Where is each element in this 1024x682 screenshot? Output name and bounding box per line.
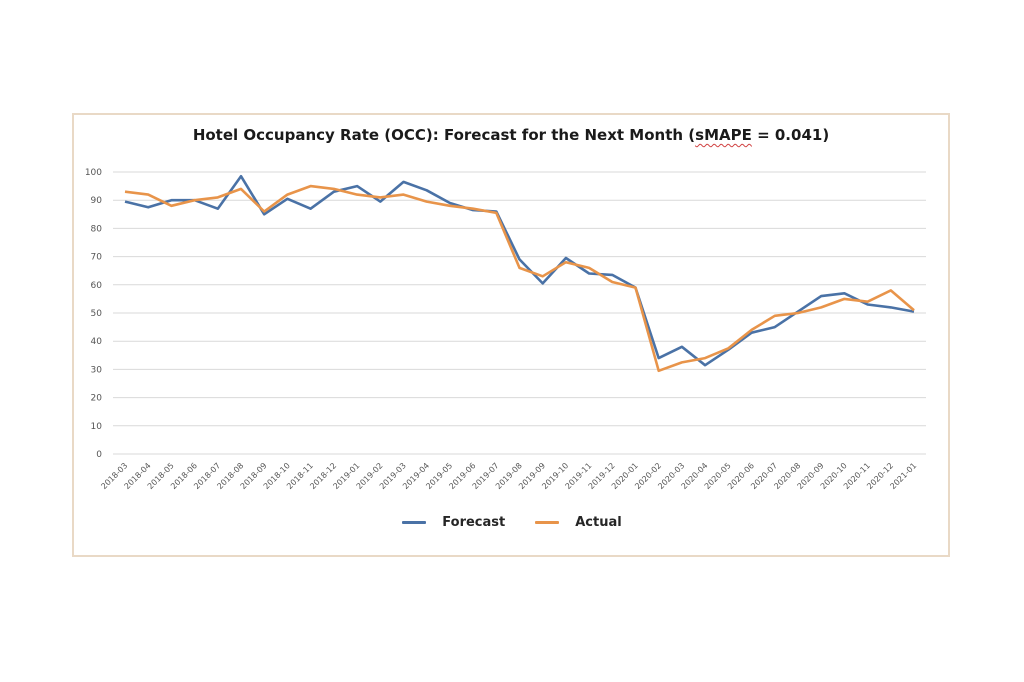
chart-title-smape: sMAPE [695, 126, 752, 144]
y-axis-ticks: 0 10 20 30 40 50 60 70 80 90 100 [85, 168, 102, 460]
y-tick-label: 10 [91, 422, 103, 432]
y-tick-label: 20 [91, 394, 103, 404]
y-tick-label: 70 [91, 253, 103, 263]
chart-title-prefix: Hotel Occupancy Rate (OCC): Forecast for… [192, 126, 696, 144]
legend-swatch [535, 521, 560, 524]
legend: Forecast Actual [0, 515, 1024, 530]
legend-swatch [402, 521, 427, 524]
y-tick-label: 80 [91, 224, 103, 234]
legend-label: Forecast [442, 515, 506, 530]
series-line-actual [124, 184, 915, 373]
gridlines [113, 171, 926, 455]
legend-item-forecast: Forecast [402, 515, 505, 530]
y-tick-label: 90 [91, 196, 103, 206]
y-tick-label: 50 [91, 309, 103, 319]
y-tick-label: 40 [91, 337, 103, 347]
y-tick-label: 30 [91, 365, 103, 375]
chart-frame [72, 113, 950, 557]
legend-label: Actual [575, 515, 622, 530]
series-lines [124, 174, 915, 373]
y-tick-label: 100 [85, 168, 102, 178]
chart-title: Hotel Occupancy Rate (OCC): Forecast for… [72, 126, 950, 144]
x-axis-ticks: 2018-032018-042018-052018-062018-072018-… [99, 461, 918, 491]
legend-item-actual: Actual [535, 515, 622, 530]
chart-title-suffix: = 0.041) [751, 126, 830, 144]
series-line-forecast [124, 174, 915, 367]
y-tick-label: 60 [91, 281, 103, 291]
y-tick-label: 0 [96, 450, 102, 460]
